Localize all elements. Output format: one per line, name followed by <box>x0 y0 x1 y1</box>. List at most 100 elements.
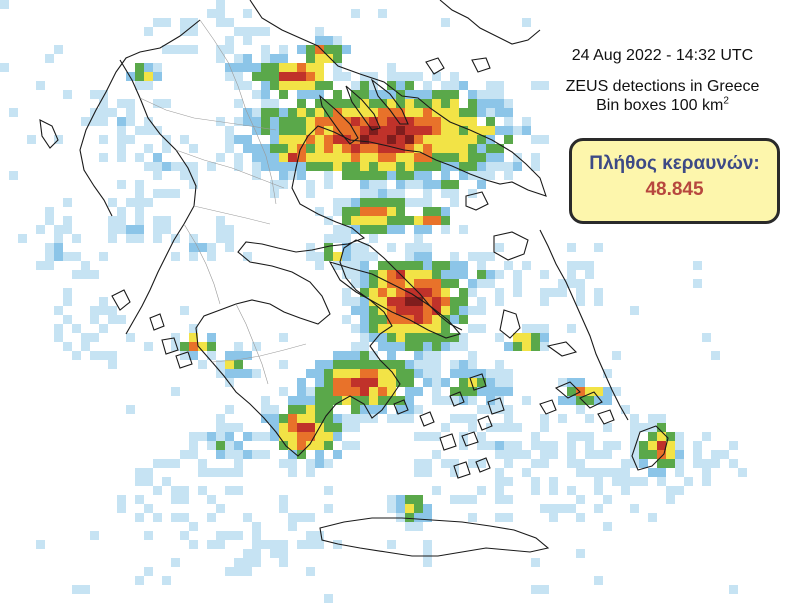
lightning-bin <box>333 450 342 459</box>
lightning-bin <box>252 144 261 153</box>
lightning-bin <box>297 126 306 135</box>
lightning-bin <box>594 297 603 306</box>
lightning-bin <box>315 27 324 36</box>
lightning-bin <box>360 72 369 81</box>
lightning-bin <box>99 135 108 144</box>
lightning-bin <box>306 531 315 540</box>
lightning-bin <box>504 342 513 351</box>
lightning-bin <box>369 225 378 234</box>
lightning-bin <box>612 477 621 486</box>
lightning-bin <box>540 324 549 333</box>
lightning-bin <box>315 414 324 423</box>
lightning-bin <box>288 459 297 468</box>
lightning-bin <box>180 162 189 171</box>
lightning-bin <box>288 135 297 144</box>
lightning-bin <box>180 342 189 351</box>
lightning-bin <box>495 441 504 450</box>
lightning-bin <box>414 504 423 513</box>
lightning-bin <box>90 333 99 342</box>
lightning-bin <box>216 504 225 513</box>
lightning-bin <box>351 297 360 306</box>
lightning-bin <box>414 468 423 477</box>
lightning-bin <box>531 585 540 594</box>
lightning-bin <box>459 261 468 270</box>
lightning-bin <box>117 126 126 135</box>
lightning-bin <box>423 117 432 126</box>
lightning-bin <box>387 270 396 279</box>
rhodes-island <box>631 425 669 471</box>
lightning-bin <box>306 189 315 198</box>
lightning-bin <box>387 378 396 387</box>
lightning-bin <box>252 432 261 441</box>
lightning-bin <box>666 459 675 468</box>
lightning-bin <box>81 585 90 594</box>
lightning-bin <box>477 306 486 315</box>
lightning-bin <box>576 279 585 288</box>
lightning-bin <box>477 297 486 306</box>
lightning-bin <box>279 423 288 432</box>
lightning-bin <box>117 99 126 108</box>
lightning-bin <box>225 72 234 81</box>
lightning-bin <box>315 387 324 396</box>
lightning-bin <box>162 135 171 144</box>
lightning-bin <box>423 360 432 369</box>
lightning-bin <box>234 153 243 162</box>
lightning-bin <box>108 306 117 315</box>
lightning-bin <box>477 153 486 162</box>
lightning-bin <box>450 198 459 207</box>
lightning-bin <box>432 279 441 288</box>
lightning-bin <box>540 459 549 468</box>
lightning-bin <box>153 189 162 198</box>
lesvos-island <box>493 231 529 261</box>
lightning-bin <box>414 351 423 360</box>
lightning-bin <box>288 432 297 441</box>
lightning-bin <box>450 396 459 405</box>
lightning-bin <box>477 405 486 414</box>
lightning-bin <box>18 234 27 243</box>
lightning-bin <box>459 288 468 297</box>
lightning-bin <box>396 279 405 288</box>
lightning-bin <box>45 261 54 270</box>
lightning-bin <box>306 72 315 81</box>
lightning-bin <box>333 108 342 117</box>
lightning-bin <box>504 117 513 126</box>
lightning-bin <box>243 27 252 36</box>
lightning-bin <box>441 153 450 162</box>
lightning-bin <box>378 9 387 18</box>
lightning-bin <box>252 63 261 72</box>
lightning-bin <box>108 360 117 369</box>
lightning-bin <box>270 549 279 558</box>
lightning-bin <box>423 135 432 144</box>
lightning-bin <box>135 189 144 198</box>
lightning-bin <box>459 144 468 153</box>
lightning-bin <box>315 99 324 108</box>
lightning-bin <box>243 252 252 261</box>
lightning-bin <box>468 396 477 405</box>
lightning-bin <box>459 441 468 450</box>
coastline <box>39 0 669 557</box>
lightning-bin <box>567 450 576 459</box>
lightning-bin <box>315 396 324 405</box>
lightning-bin <box>369 144 378 153</box>
lightning-bin <box>576 549 585 558</box>
lightning-bin <box>180 351 189 360</box>
lightning-bin <box>90 351 99 360</box>
lightning-bin <box>189 522 198 531</box>
lightning-bin <box>486 270 495 279</box>
lightning-bin <box>630 477 639 486</box>
regional-borders <box>139 19 307 385</box>
lightning-bin <box>405 243 414 252</box>
lightning-bin <box>288 423 297 432</box>
lightning-bin <box>486 396 495 405</box>
lightning-bin <box>477 162 486 171</box>
lightning-bin <box>306 441 315 450</box>
lightning-bin <box>621 486 630 495</box>
lightning-bin <box>234 135 243 144</box>
lightning-bin <box>144 468 153 477</box>
lightning-bin <box>432 342 441 351</box>
lightning-bin <box>450 369 459 378</box>
lightning-bin <box>216 360 225 369</box>
lightning-bin <box>351 306 360 315</box>
lightning-bin <box>414 459 423 468</box>
lightning-bin <box>342 234 351 243</box>
